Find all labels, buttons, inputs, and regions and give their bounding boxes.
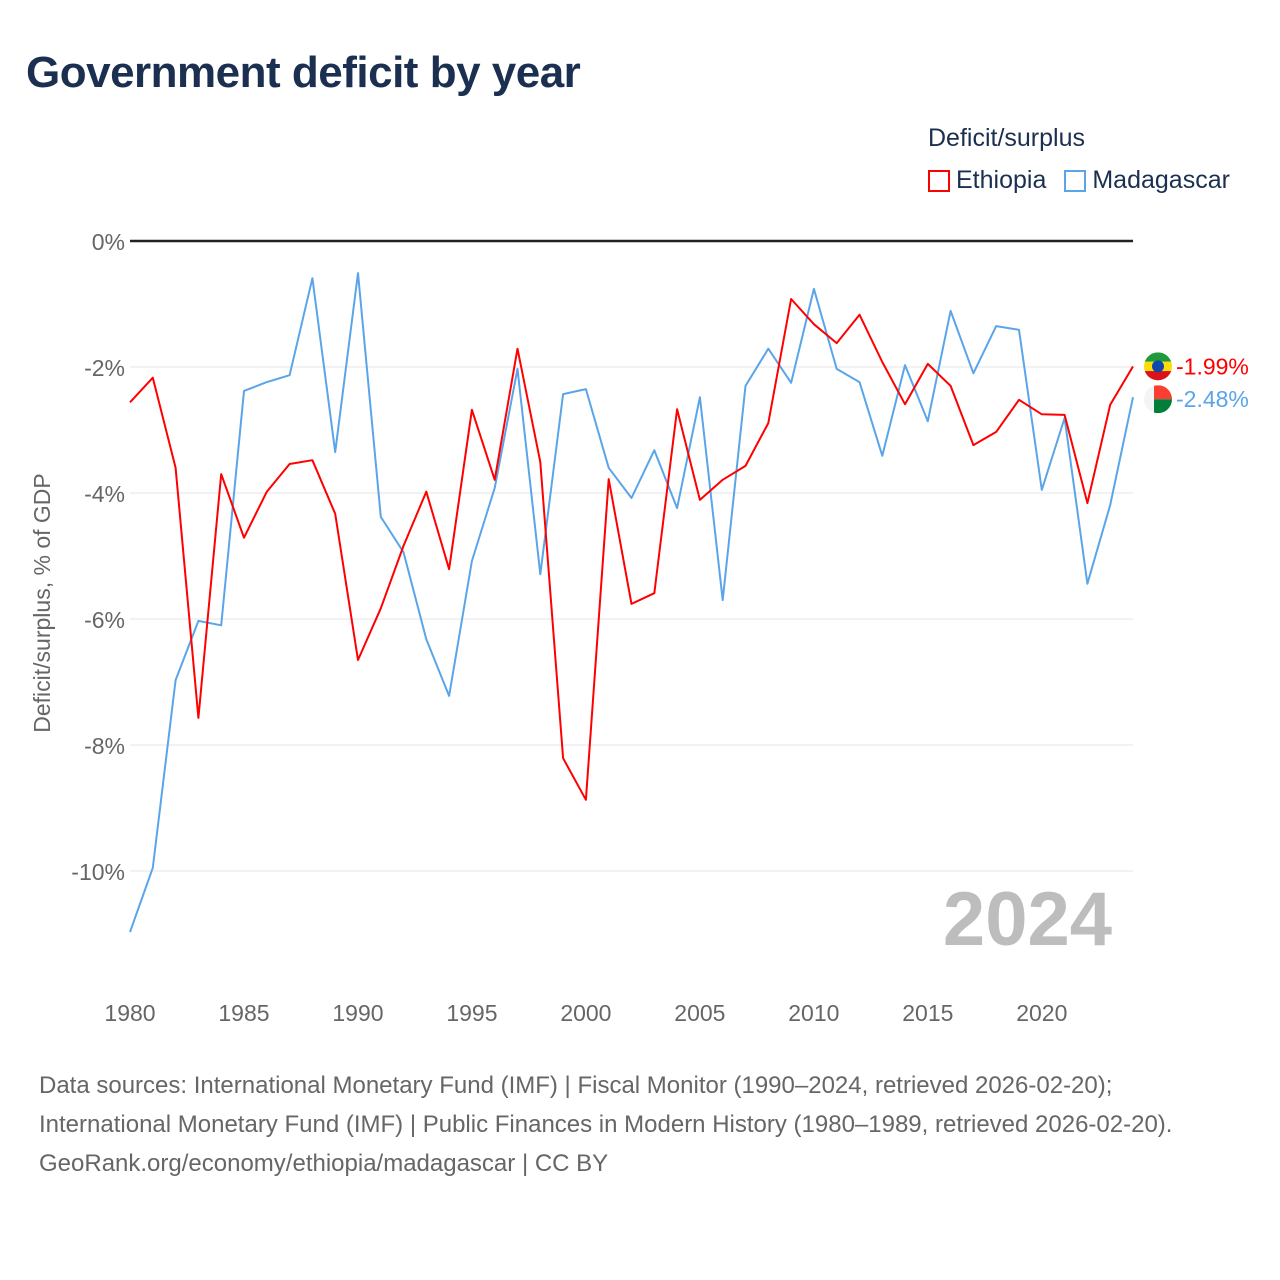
legend: Ethiopia Madagascar (928, 166, 1230, 195)
y-tick-label: -10% (71, 859, 125, 885)
chart-title: Government deficit by year (26, 48, 581, 97)
legend-item-ethiopia[interactable]: Ethiopia (928, 166, 1046, 195)
legend-label: Ethiopia (956, 166, 1047, 194)
x-tick-label: 1980 (104, 1000, 155, 1026)
x-tick-label: 2015 (902, 1000, 953, 1026)
y-tick-label: -2% (84, 355, 125, 381)
series-line-ethiopia (129, 298, 1134, 801)
legend-swatch-ethiopia (928, 169, 950, 192)
data-sources: Data sources: International Monetary Fun… (39, 1072, 1173, 1138)
x-tick-label: 2000 (560, 1000, 611, 1026)
y-tick-label: -6% (84, 607, 125, 633)
footer: Data sources: International Monetary Fun… (39, 1066, 1239, 1183)
y-tick-label: 0% (92, 229, 125, 255)
x-tick-label: 1985 (218, 1000, 269, 1026)
end-label-ethiopia: -1.99% (1176, 353, 1249, 379)
legend-title: Deficit/surplus (928, 124, 1085, 152)
legend-swatch-madagascar (1064, 169, 1087, 192)
x-tick-label: 2010 (788, 1000, 839, 1026)
end-label-madagascar: -2.48% (1176, 386, 1249, 412)
legend-item-madagascar[interactable]: Madagascar (1064, 166, 1230, 195)
y-axis-label: Deficit/surplus, % of GDP (29, 473, 55, 732)
series-line-madagascar (129, 272, 1134, 933)
year-watermark: 2024 (943, 877, 1112, 962)
credit-link[interactable]: GeoRank.org/economy/ethiopia/madagascar … (39, 1150, 609, 1177)
x-tick-label: 1995 (446, 1000, 497, 1026)
y-tick-label: -4% (84, 481, 125, 507)
ethiopia-flag-icon (1144, 352, 1172, 381)
madagascar-flag-icon (1144, 385, 1172, 414)
line-chart: 0% -2% -4% -6% -8% -10% 1980 1985 1990 1995 2000 20… (29, 229, 1249, 1026)
x-tick-label: 1990 (332, 1000, 383, 1026)
legend-label: Madagascar (1092, 166, 1230, 194)
y-tick-label: -8% (84, 733, 125, 759)
x-tick-label: 2005 (674, 1000, 725, 1026)
x-tick-label: 2020 (1016, 1000, 1067, 1026)
